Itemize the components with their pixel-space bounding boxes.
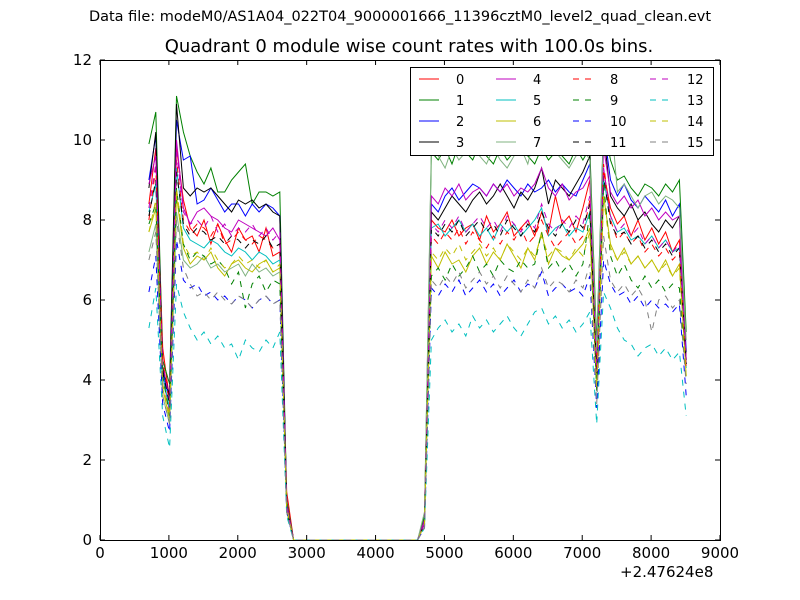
y-tick-label: 10 [73,131,92,149]
y-tick-label: 8 [82,211,92,229]
y-tick-label: 6 [82,291,92,309]
x-tick-label: 3000 [288,544,326,562]
legend-label-14: 14 [687,115,704,130]
x-tick-label: 9000 [701,544,739,562]
legend-label-2: 2 [456,115,464,130]
legend-label-5: 5 [533,94,541,109]
y-tick-label: 4 [82,371,92,389]
y-tick-label: 12 [73,51,92,69]
legend-label-7: 7 [533,136,541,151]
series-line-3 [148,103,687,541]
legend-label-12: 12 [687,73,704,88]
x-tick-label: 2000 [219,544,257,562]
legend-label-6: 6 [533,115,541,130]
x-tick-label: 8000 [632,544,670,562]
legend-label-10: 10 [610,115,627,130]
legend-label-3: 3 [456,136,464,151]
legend-label-11: 11 [610,136,627,151]
legend-box [410,67,714,156]
y-tick-label: 0 [82,531,92,549]
figure-suptitle: Data file: modeM0/AS1A04_022T04_90000016… [88,9,712,25]
x-tick-label: 7000 [563,544,601,562]
legend-label-13: 13 [687,94,704,109]
x-tick-label: 0 [95,544,105,562]
series-line-5 [148,167,687,541]
series-lines [148,95,687,541]
x-tick-label: 1000 [150,544,188,562]
legend-label-15: 15 [687,136,704,151]
x-tick-label: 4000 [356,544,394,562]
x-tick-label: 5000 [425,544,463,562]
series-line-10 [148,239,687,541]
axis-ticks: 0 1000 2000 3000 4000 5000 6000 7000 8000 9000 0 2 4… [73,51,739,562]
legend-label-0: 0 [456,73,464,88]
y-tick-label: 2 [82,451,92,469]
series-line-8 [148,159,687,541]
legend-label-9: 9 [610,94,618,109]
series-line-11 [148,171,687,541]
legend-label-4: 4 [533,73,541,88]
legend-label-8: 8 [610,73,618,88]
series-line-9 [148,183,687,541]
series-line-13 [148,283,687,541]
legend-label-1: 1 [456,94,464,109]
chart-title: Quadrant 0 module wise count rates with … [164,36,654,57]
x-tick-label: 6000 [494,544,532,562]
x-axis-offset-label: +2.47624e8 [620,563,714,581]
